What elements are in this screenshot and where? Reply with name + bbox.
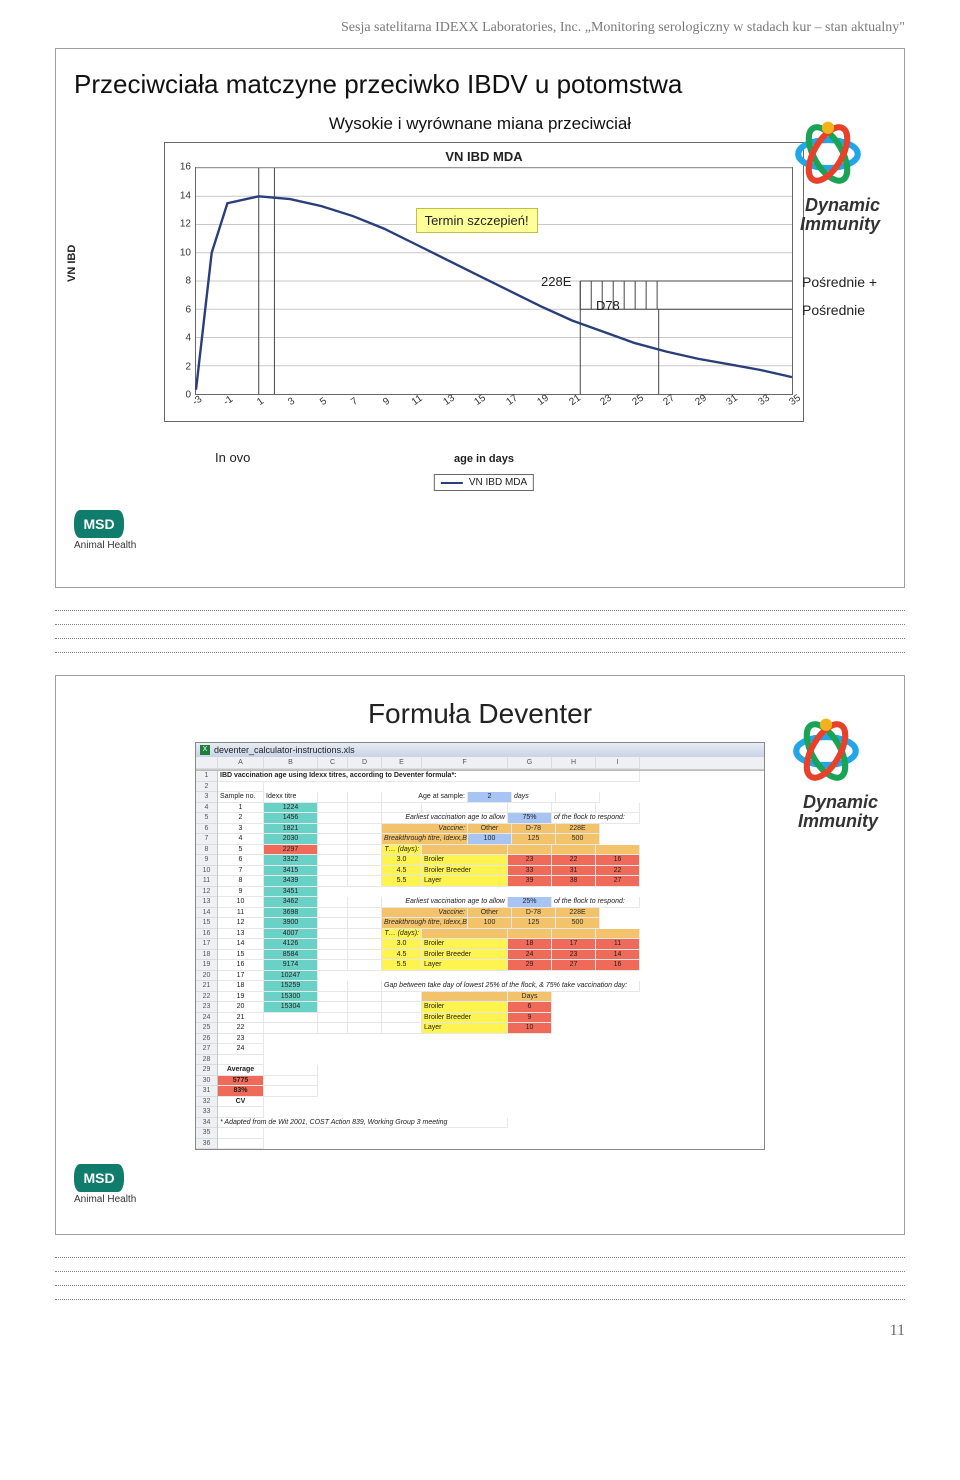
chart-frame: VN IBD MDA Wyląg 0246810121416 Termin sz… <box>164 142 804 422</box>
slide1-title: Przeciwciała matczyne przeciwko IBDV u p… <box>74 69 886 100</box>
plot-area: Termin szczepień! 228E D78 Pośrednie + P… <box>195 167 793 395</box>
brand-line1: Dynamic <box>805 195 880 215</box>
x-axis-label: age in days <box>165 453 803 465</box>
file-name: deventer_calculator-instructions.xls <box>214 745 355 755</box>
slide-1: Przeciwciała matczyne przeciwko IBDV u p… <box>55 48 905 588</box>
chart-wrap: VN IBD MDA Wyląg 0246810121416 Termin sz… <box>114 142 814 422</box>
legend-text: VN IBD MDA <box>469 477 527 488</box>
excel-screenshot: X deventer_calculator-instructions.xls A… <box>195 742 765 1150</box>
header-text: Sesja satelitarna IDEXX Laboratories, In… <box>55 20 905 36</box>
msd-footer: MSD Animal Health <box>74 510 886 551</box>
legend-swatch <box>441 482 463 484</box>
msd-footer-2: MSD Animal Health <box>74 1164 886 1205</box>
chart-title: VN IBD MDA <box>165 149 803 164</box>
ss-grid: IBD vaccination age using Idexx titres, … <box>218 771 764 1149</box>
chart-legend: VN IBD MDA <box>434 474 534 491</box>
msd-badge-2: MSD <box>74 1164 124 1192</box>
ss-row-index: 1234567891011121314151617181920212223242… <box>196 771 218 1149</box>
dynamic-immunity-logo-2: DynamicImmunity <box>766 716 886 831</box>
msd-badge: MSD <box>74 510 124 538</box>
slide1-subtitle: Wysokie i wyrównane miana przeciwciał <box>74 114 886 134</box>
slide2-title: Formuła Deventer <box>74 698 886 730</box>
y-axis-label: VN IBD <box>66 245 78 282</box>
slide-2: Formuła Deventer DynamicImmunity X deven… <box>55 675 905 1235</box>
ss-titlebar: X deventer_calculator-instructions.xls <box>196 743 764 757</box>
x-ticks: -3-11357911131517192123252729313335 <box>195 399 793 417</box>
excel-icon: X <box>200 745 210 755</box>
annot-d78: D78 <box>596 298 620 313</box>
msd-sub-2: Animal Health <box>74 1194 886 1205</box>
side-posrednie-plus: Pośrednie + <box>802 274 912 290</box>
side-posrednie: Pośrednie <box>802 302 912 318</box>
dynamic-immunity-logo: DynamicImmunity <box>768 119 888 234</box>
y-ticks: 0246810121416 <box>171 167 193 395</box>
notes-lines-2 <box>55 1257 905 1300</box>
brand-line2: Immunity <box>800 214 880 234</box>
page-number: 11 <box>55 1322 905 1340</box>
annot-228e: 228E <box>541 274 571 289</box>
notes-lines-1 <box>55 610 905 653</box>
msd-sub: Animal Health <box>74 540 886 551</box>
annot-termin: Termin szczepień! <box>416 208 538 233</box>
ss-col-headers: ABCDEFGHI <box>196 757 764 770</box>
